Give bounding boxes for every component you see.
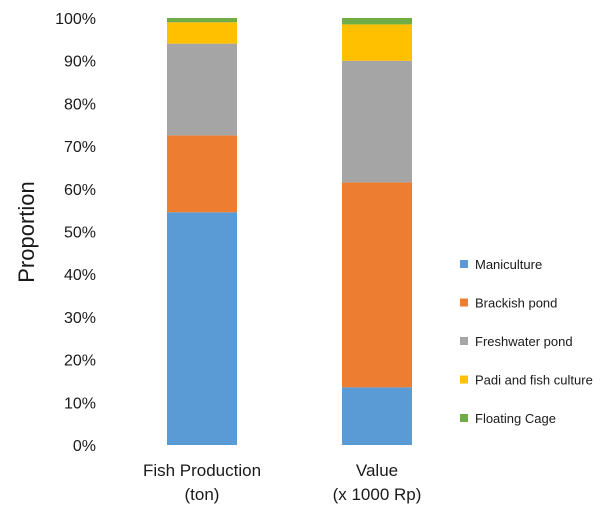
bar-segment bbox=[342, 60, 412, 183]
bar-segment bbox=[167, 43, 237, 136]
y-tick-label: 80% bbox=[64, 96, 96, 113]
bar-segment bbox=[342, 182, 412, 388]
bar-segment bbox=[167, 18, 237, 23]
y-tick-label: 50% bbox=[64, 225, 96, 242]
legend-swatch bbox=[460, 414, 468, 422]
bar-segment bbox=[342, 387, 412, 445]
bar-segment bbox=[342, 18, 412, 25]
y-tick-label: 30% bbox=[64, 310, 96, 327]
x-category-label: Fish Production bbox=[143, 461, 261, 480]
legend-label: Maniculture bbox=[475, 257, 542, 272]
y-tick-label: 100% bbox=[55, 11, 96, 28]
bar-segment bbox=[342, 24, 412, 61]
bar-segment bbox=[167, 212, 237, 445]
y-tick-label: 0% bbox=[73, 438, 96, 455]
bar-stack bbox=[167, 18, 237, 445]
legend-label: Freshwater pond bbox=[475, 334, 573, 349]
legend-item: Maniculture bbox=[460, 257, 542, 272]
y-axis-ticks: 0% 10% 20% 30% 40% 50% 60% 70% 80% 90% 100% bbox=[55, 11, 96, 455]
legend-item: Brackish pond bbox=[460, 296, 557, 311]
legend-item: Padi and fish culture bbox=[460, 373, 593, 388]
legend-label: Floating Cage bbox=[475, 411, 556, 426]
legend-item: Freshwater pond bbox=[460, 334, 573, 349]
legend-label: Brackish pond bbox=[475, 296, 557, 311]
legend-label: Padi and fish culture bbox=[475, 373, 593, 388]
legend-item: Floating Cage bbox=[460, 411, 556, 426]
bar-segment bbox=[167, 135, 237, 213]
bar-stack bbox=[342, 18, 412, 445]
x-category-label: (ton) bbox=[185, 485, 220, 504]
legend-swatch bbox=[460, 260, 468, 268]
bar-segment bbox=[167, 22, 237, 44]
legend-swatch bbox=[460, 298, 468, 307]
y-tick-label: 20% bbox=[64, 353, 96, 370]
bars bbox=[167, 18, 412, 445]
x-category-label: Value bbox=[356, 461, 398, 480]
x-category-label: (x 1000 Rp) bbox=[333, 485, 422, 504]
y-tick-label: 40% bbox=[64, 267, 96, 284]
y-tick-label: 90% bbox=[64, 54, 96, 71]
legend-swatch bbox=[460, 337, 468, 345]
y-tick-label: 70% bbox=[64, 139, 96, 156]
x-axis-categories: Fish Production (ton) Value (x 1000 Rp) bbox=[143, 461, 421, 504]
y-tick-label: 10% bbox=[64, 395, 96, 412]
legend-swatch bbox=[460, 375, 468, 384]
legend: Maniculture Brackish pond Freshwater pond P… bbox=[460, 257, 593, 426]
y-tick-label: 60% bbox=[64, 182, 96, 199]
y-axis-label: Proportion bbox=[14, 181, 39, 283]
